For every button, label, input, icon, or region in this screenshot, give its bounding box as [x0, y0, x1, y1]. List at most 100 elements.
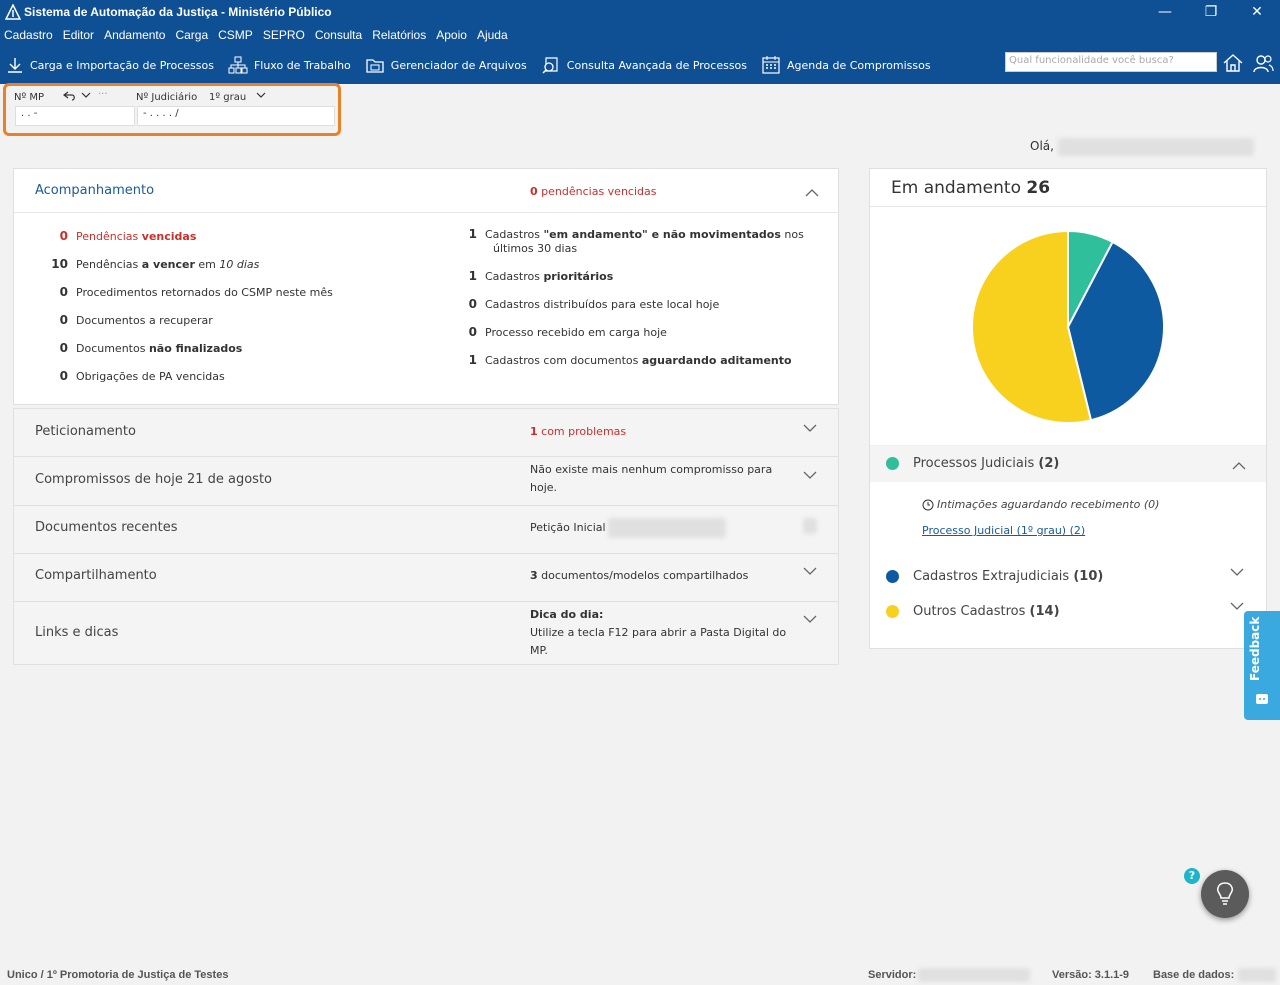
processos-judiciais-header[interactable]: [870, 445, 1266, 482]
menu-andamento[interactable]: Andamento: [104, 28, 166, 42]
close-icon[interactable]: ✕: [1251, 4, 1263, 20]
legend-processos-judiciais[interactable]: Processos Judiciais (2): [886, 456, 1059, 471]
users-icon[interactable]: [1252, 52, 1274, 74]
carga-importacao-button[interactable]: Carga e Importação de Processos: [6, 56, 214, 74]
folder-icon: [366, 59, 384, 73]
status-version: Versão: 3.1.1-9: [1052, 969, 1130, 981]
compartilhamento-section[interactable]: Compartilhamento 3 documentos/modelos co…: [13, 554, 839, 602]
calendar-icon: [762, 56, 780, 74]
status-server-label: Servidor:: [868, 969, 917, 981]
menu-bar: Cadastro Editor Andamento Carga CSMP SEP…: [0, 24, 1280, 46]
minimize-icon[interactable]: —: [1158, 4, 1172, 20]
download-icon: [8, 58, 22, 73]
dica-heading: Dica do dia:: [530, 608, 604, 621]
gerenciador-arquivos-button[interactable]: Gerenciador de Arquivos: [365, 56, 527, 74]
chevron-down-icon[interactable]: [1230, 567, 1244, 577]
acompanhamento-header[interactable]: Acompanhamento 0 pendências vencidas: [14, 169, 838, 213]
menu-consulta[interactable]: Consulta: [314, 28, 363, 42]
legend-outros-cadastros[interactable]: Outros Cadastros (14): [886, 604, 1060, 619]
list-item-aguardando-aditamento[interactable]: 1 Cadastros com documentos aguardando adi…: [468, 353, 792, 367]
lightbulb-icon: [1217, 882, 1233, 905]
documentos-section[interactable]: Documentos recentes Petição Inicial: [13, 506, 839, 554]
window-title: Sistema de Automação da Justiça - Minist…: [24, 5, 332, 19]
db-name-redacted: [1238, 968, 1276, 982]
menu-carga[interactable]: Carga: [175, 28, 209, 42]
compartilhamento-status: 3 documentos/modelos compartilhados: [530, 569, 749, 582]
chevron-down-icon[interactable]: [1230, 601, 1244, 611]
more-icon[interactable]: ···: [98, 89, 108, 100]
list-item-documentos-recuperar[interactable]: 0 Documentos a recuperar: [59, 313, 213, 327]
judicial-number-input[interactable]: - . . . . /: [137, 106, 335, 126]
dica-line1: Utilize a tecla F12 para abrir a Pasta D…: [530, 626, 787, 639]
links-dicas-section[interactable]: Links e dicas Dica do dia: Utilize a tec…: [13, 602, 839, 665]
home-icon[interactable]: [1222, 52, 1244, 74]
clock-icon: [922, 499, 934, 510]
greeting: Olá,: [1030, 139, 1054, 153]
status-location: Unico / 1º Promotoria de Justiça de Test…: [7, 969, 229, 981]
undo-icon[interactable]: [63, 90, 77, 102]
judiciario-label: Nº Judiciário: [136, 92, 198, 103]
compromissos-line2: hoje.: [530, 481, 558, 494]
list-item-procedimentos-retornados[interactable]: 0 Procedimentos retornados do CSMP neste …: [59, 285, 333, 299]
document-name-redacted: [608, 518, 726, 538]
consulta-avancada-button[interactable]: Consulta Avançada de Processos: [541, 56, 747, 74]
list-item-pendencias-a-vencer[interactable]: 10 Pendências a vencer em 10 dias: [51, 257, 260, 271]
menu-editor[interactable]: Editor: [62, 28, 95, 42]
list-item-documentos-nao-finalizados[interactable]: 0 Documentos não finalizados: [59, 341, 243, 355]
restore-icon[interactable]: ❐: [1204, 4, 1218, 20]
grau-chevron-down-icon[interactable]: [256, 91, 266, 99]
title-bar: Sistema de Automação da Justiça - Minist…: [0, 0, 1280, 24]
menu-csmp[interactable]: CSMP: [218, 28, 253, 42]
processo-judicial-link[interactable]: Processo Judicial (1º grau) (2): [922, 524, 1086, 537]
menu-cadastro[interactable]: Cadastro: [4, 28, 53, 42]
pie-slice-outros-cadastros[interactable]: [971, 229, 1093, 424]
menu-relatorios[interactable]: Relatórios: [372, 28, 427, 42]
list-item-processo-recebido[interactable]: 0 Processo recebido em carga hoje: [468, 325, 667, 339]
peticionamento-status: 1 com problemas: [530, 425, 627, 438]
em-andamento-panel: Em andamento 26 Processos Judiciais (2) …: [869, 168, 1267, 649]
documentos-title: Documentos recentes: [35, 520, 178, 535]
quick-search-panel: Nº MP ··· Nº Judiciário 1º grau . . - - …: [3, 83, 341, 136]
pie-slice-cadastros-extrajudiciais[interactable]: [1066, 240, 1165, 422]
chevron-down-icon[interactable]: [803, 566, 817, 576]
feedback-icon: [1256, 694, 1268, 704]
em-andamento-pie-chart: [971, 229, 1165, 424]
feedback-tab[interactable]: Feedback: [1244, 611, 1280, 720]
status-db-label: Base de dados:: [1153, 969, 1235, 981]
list-item-cadastros-prioritarios[interactable]: 1 Cadastros prioritários: [468, 269, 614, 283]
agenda-compromissos-button[interactable]: Agenda de Compromissos: [761, 55, 931, 75]
menu-ajuda[interactable]: Ajuda: [476, 28, 508, 42]
list-item-pendencias-vencidas[interactable]: 0 Pendências vencidas: [59, 229, 197, 243]
list-item-cadastros-em-andamento[interactable]: 1 Cadastros "em andamento" e não moviment…: [468, 227, 804, 241]
chevron-up-icon[interactable]: [805, 188, 819, 198]
chevron-up-icon[interactable]: [1232, 461, 1246, 471]
legend-dot-icon: [886, 570, 899, 583]
list-item-cadastros-em-andamento-line2: últimos 30 dias: [493, 242, 578, 255]
em-andamento-title: Em andamento 26: [891, 178, 1051, 198]
list-item-cadastros-distribuidos[interactable]: 0 Cadastros distribuídos para este local …: [468, 297, 720, 311]
acompanhamento-title: Acompanhamento: [35, 183, 155, 198]
app-logo-icon: [5, 4, 21, 20]
list-item-obrigacoes-pa[interactable]: 0 Obrigações de PA vencidas: [59, 369, 225, 383]
compromissos-line1: Não existe mais nenhum compromisso para: [530, 463, 773, 476]
help-badge-icon[interactable]: ?: [1184, 868, 1200, 884]
legend-cadastros-extrajudiciais[interactable]: Cadastros Extrajudiciais (10): [886, 569, 1103, 584]
peticionamento-section[interactable]: Peticionamento 1 com problemas: [13, 408, 839, 457]
compartilhamento-title: Compartilhamento: [35, 568, 157, 583]
intimacoes-item: Intimações aguardando recebimento (0): [922, 498, 1159, 511]
acompanhamento-panel: Acompanhamento 0 pendências vencidas: [13, 168, 839, 405]
server-name-redacted: [918, 968, 1030, 982]
fluxo-trabalho-button[interactable]: Fluxo de Trabalho: [228, 56, 351, 74]
menu-apoio[interactable]: Apoio: [436, 28, 467, 42]
menu-sepro[interactable]: SEPRO: [262, 28, 305, 42]
compromissos-section[interactable]: Compromissos de hoje 21 de agosto Não ex…: [13, 457, 839, 506]
document-action-redacted: [803, 518, 817, 534]
grau-label: 1º grau: [209, 92, 247, 103]
chevron-down-icon[interactable]: [803, 614, 817, 624]
feature-search-input[interactable]: Qual funcionalidade você busca?: [1005, 52, 1217, 72]
chevron-down-icon[interactable]: [81, 91, 91, 99]
chevron-down-icon[interactable]: [803, 423, 817, 433]
chevron-down-icon[interactable]: [803, 470, 817, 480]
mp-number-input[interactable]: . . -: [15, 106, 135, 126]
tips-button[interactable]: [1201, 870, 1249, 918]
